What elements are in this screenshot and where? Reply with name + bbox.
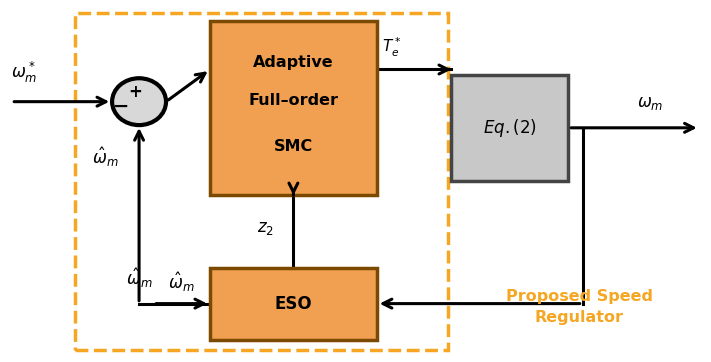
Bar [451, 75, 568, 181]
Text: +: + [128, 83, 142, 101]
Text: Adaptive: Adaptive [253, 55, 333, 70]
Text: Proposed Speed
Regulator: Proposed Speed Regulator [506, 289, 653, 325]
Ellipse shape [112, 78, 166, 125]
Bar [210, 268, 377, 340]
Text: $z_2$: $z_2$ [257, 219, 274, 237]
Bar [210, 21, 377, 195]
Text: $T_e^*$: $T_e^*$ [383, 36, 402, 59]
Text: $\omega_m$: $\omega_m$ [637, 93, 663, 111]
Text: $\hat{\omega}_m$: $\hat{\omega}_m$ [169, 270, 195, 294]
Text: $\hat{\omega}_m$: $\hat{\omega}_m$ [126, 266, 152, 290]
Text: −: − [113, 97, 129, 116]
Text: ESO: ESO [274, 295, 312, 313]
Text: $\hat{\omega}_m$: $\hat{\omega}_m$ [92, 146, 118, 169]
Text: SMC: SMC [274, 139, 313, 154]
Text: Full–order: Full–order [248, 93, 338, 109]
Text: $\omega_m^*$: $\omega_m^*$ [11, 60, 38, 85]
Bar [75, 13, 448, 350]
Text: $\mathit{Eq.}(2)$: $\mathit{Eq.}(2)$ [483, 117, 537, 139]
